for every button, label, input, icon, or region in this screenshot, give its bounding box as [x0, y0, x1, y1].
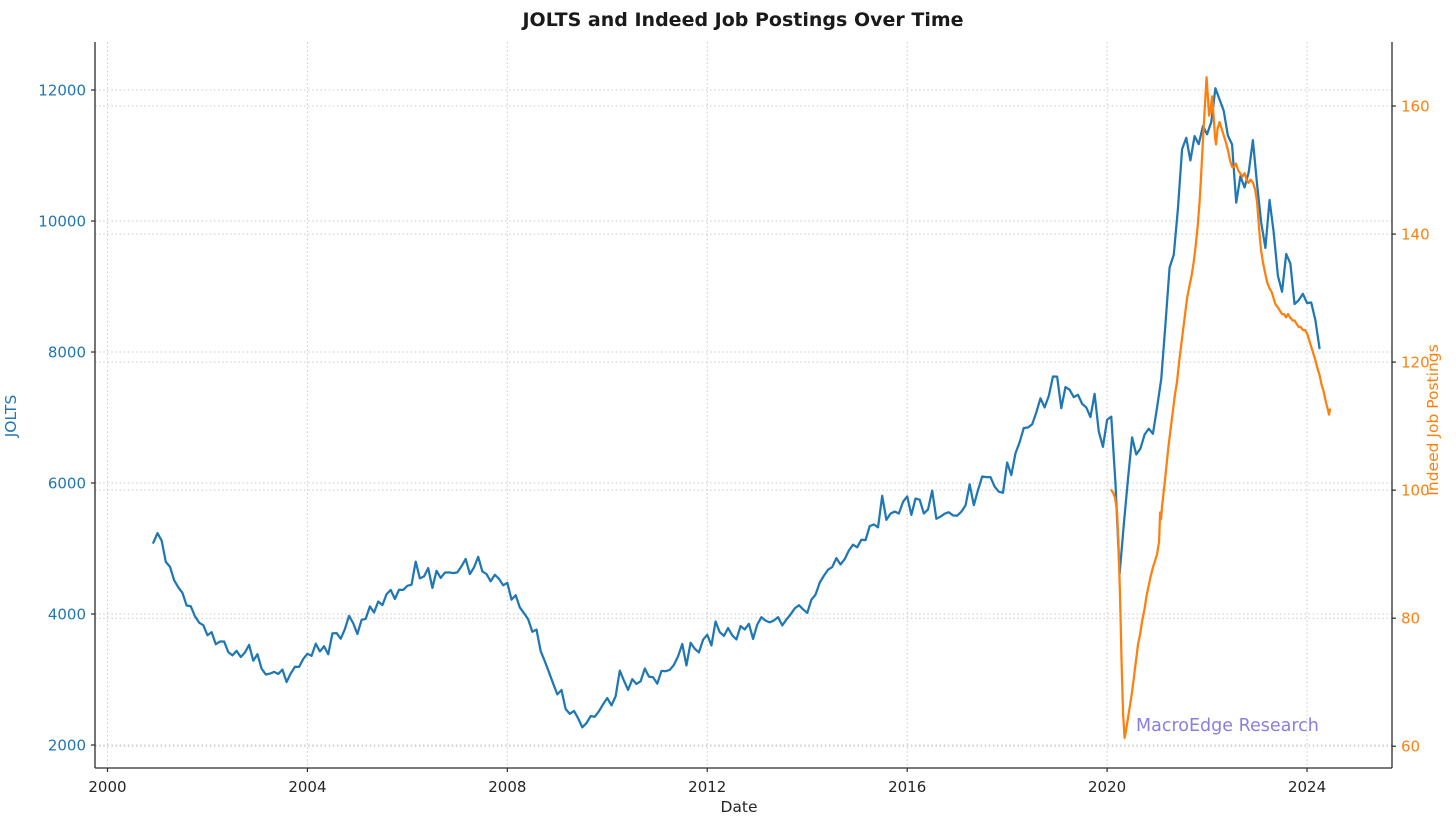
x-tick-label: 2008	[488, 778, 526, 796]
x-axis-label: Date	[720, 798, 757, 816]
right-y-axis-label: Indeed Job Postings	[1424, 344, 1442, 495]
right-tick-label: 80	[1401, 610, 1420, 628]
x-tick-label: 2000	[88, 778, 126, 796]
x-tick-labels: 2000 2004 2008 2012 2016 2020 2024	[88, 778, 1326, 796]
indeed-job-postings-line	[1110, 76, 1332, 740]
left-y-axis-label: JOLTS	[2, 395, 20, 439]
left-y-tick-labels: 2000 4000 6000 8000 10000 12000	[38, 82, 86, 755]
x-tick-label: 2016	[888, 778, 926, 796]
x-tick-label: 2004	[288, 778, 326, 796]
right-tick-label: 100	[1401, 482, 1430, 500]
right-tick-label: 160	[1401, 98, 1430, 116]
right-y-tick-labels: 60 80 100 120 140 160	[1401, 98, 1430, 756]
right-tick-label: 120	[1401, 354, 1430, 372]
left-tick-label: 2000	[48, 737, 86, 755]
chart-title: JOLTS and Indeed Job Postings Over Time	[520, 9, 963, 31]
gridlines	[95, 42, 1392, 768]
axis-tickmarks	[91, 89, 1396, 772]
watermark-text: MacroEdge Research	[1136, 716, 1319, 736]
series-lines	[152, 76, 1332, 740]
left-tick-label: 12000	[38, 82, 86, 100]
left-tick-label: 6000	[48, 475, 86, 493]
right-tick-label: 60	[1401, 738, 1420, 756]
axis-spines	[94, 42, 1393, 769]
x-tick-label: 2024	[1288, 778, 1326, 796]
x-tick-label: 2020	[1088, 778, 1126, 796]
jolts-line	[152, 87, 1321, 729]
right-tick-label: 140	[1401, 226, 1430, 244]
x-tick-label: 2012	[688, 778, 726, 796]
left-tick-label: 10000	[38, 213, 86, 231]
left-tick-label: 4000	[48, 606, 86, 624]
left-tick-label: 8000	[48, 344, 86, 362]
